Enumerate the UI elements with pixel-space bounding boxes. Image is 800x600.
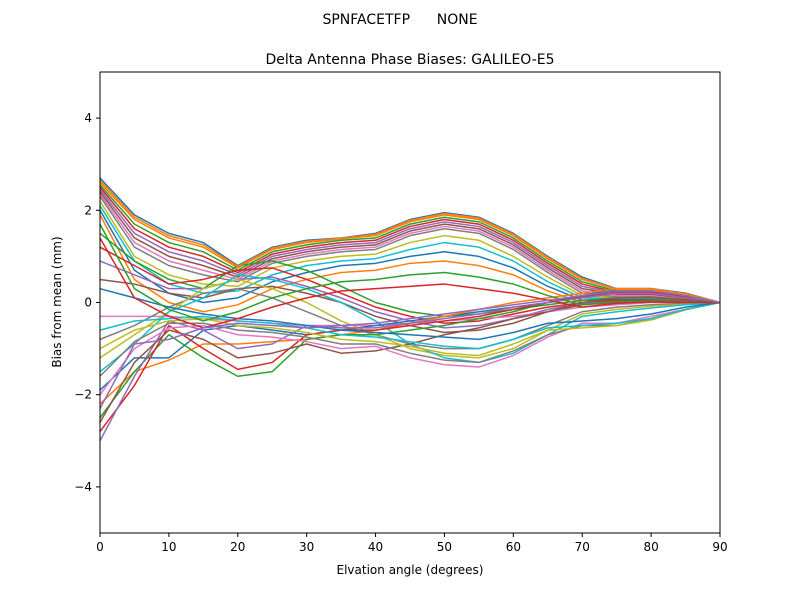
y-tick-label: −4 (74, 480, 92, 494)
series-line-19 (99, 278, 721, 359)
y-tick-label: −2 (74, 388, 92, 402)
x-tick-label: 50 (437, 540, 452, 554)
series-line-8 (99, 196, 721, 304)
x-axis-label: Elvation angle (degrees) (337, 563, 484, 577)
series-line-1 (99, 177, 721, 304)
y-axis-label: Bias from mean (mm) (50, 236, 64, 367)
series-line-26 (99, 296, 721, 423)
x-axis: 0 10 20 30 40 50 60 70 80 90 (96, 533, 728, 554)
x-tick-label: 80 (643, 540, 658, 554)
series-line-32 (99, 179, 721, 304)
series-line-9 (99, 200, 721, 304)
y-tick-label: 4 (84, 111, 92, 125)
series-line-14 (99, 246, 721, 324)
series-line-6 (99, 191, 721, 304)
series-line-31 (99, 287, 721, 341)
x-tick-label: 90 (712, 540, 727, 554)
plot-area (99, 71, 721, 534)
y-tick-label: 0 (84, 296, 92, 310)
series-line-30 (99, 301, 721, 350)
chart-suptitle: SPNFACETFP NONE (322, 12, 477, 28)
x-tick-label: 30 (299, 540, 314, 554)
series-line-35 (99, 290, 721, 409)
x-tick-label: 10 (161, 540, 176, 554)
x-tick-label: 40 (368, 540, 383, 554)
series-line-24 (99, 291, 721, 433)
x-tick-label: 20 (230, 540, 245, 554)
x-tick-label: 0 (96, 540, 104, 554)
x-tick-label: 60 (506, 540, 521, 554)
series-lines (99, 177, 721, 442)
chart-title: Delta Antenna Phase Biases: GALILEO-E5 (265, 52, 554, 68)
y-axis: −4 −2 0 2 4 (74, 111, 100, 494)
series-line-29 (99, 301, 721, 357)
series-line-34 (99, 237, 720, 329)
x-tick-label: 70 (575, 540, 590, 554)
series-line-25 (99, 292, 721, 442)
y-tick-label: 2 (84, 203, 92, 217)
series-line-33 (99, 223, 721, 322)
series-line-7 (99, 193, 721, 304)
